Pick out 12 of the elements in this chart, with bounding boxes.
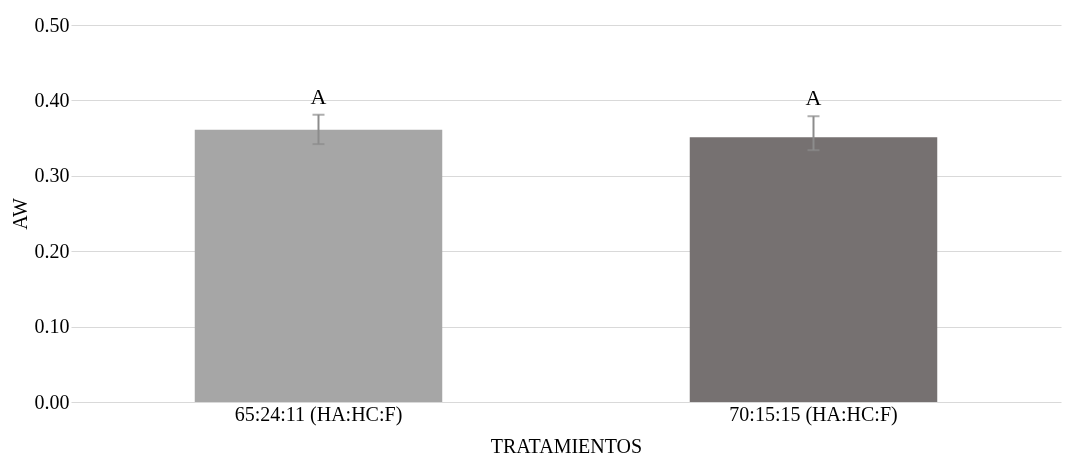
annotation: A — [805, 85, 822, 111]
y-tick-label: 0.30 — [34, 164, 70, 187]
x-axis-title: TRATAMIENTOS — [490, 434, 643, 457]
x-tick-label: 70:15:15 (HA:HC:F) — [729, 402, 898, 426]
y-tick-label: 0.40 — [34, 88, 70, 111]
y-axis-title: AW — [8, 198, 31, 230]
annotation: A — [310, 83, 327, 109]
y-tick-label: 0.10 — [34, 315, 70, 338]
y-tick-label: 0.20 — [34, 239, 70, 262]
y-tick-label: 0.00 — [34, 390, 70, 413]
x-tick-label: 65:24:11 (HA:HC:F) — [234, 402, 403, 426]
y-tick-label: 0.50 — [34, 13, 70, 36]
